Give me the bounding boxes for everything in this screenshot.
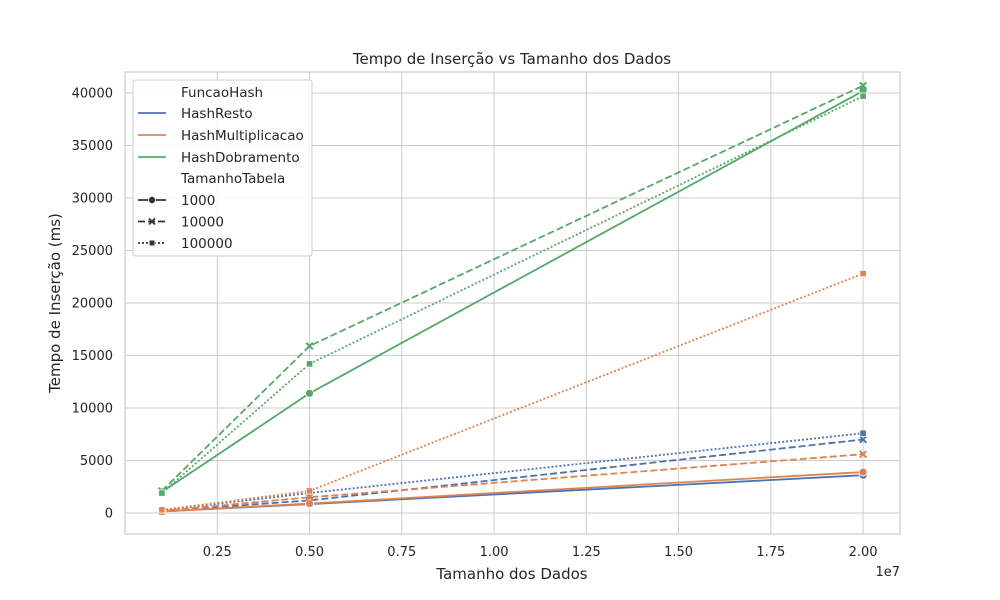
data-point-hashdobramento-1000	[305, 388, 314, 398]
data-point-hashresto-100000	[859, 429, 867, 437]
data-point-hashmultiplicacao-100000	[158, 506, 166, 514]
y-tick-label: 0	[105, 507, 113, 522]
data-point-hashmultiplicacao-100000	[305, 487, 314, 495]
data-point-hashmultiplicacao-100000	[859, 269, 867, 278]
data-point-hashmultiplicacao-1000	[305, 499, 314, 508]
x-tick-label: 1.50	[664, 545, 693, 560]
tick-layer: 0.25 0.50 0.75 1.00 1.25 1.50 1.75 2.00 0 5000 100…	[72, 87, 878, 561]
data-point-hashdobramento-100000	[158, 489, 166, 497]
data-point-hashdobramento-10000	[859, 81, 868, 90]
data-point-hashdobramento-100000	[859, 92, 867, 100]
x-tick-label: 0.25	[203, 545, 232, 560]
data-point-hashmultiplicacao-1000	[858, 467, 868, 477]
y-tick-label: 40000	[72, 87, 113, 102]
legend-box	[132, 79, 313, 257]
legend-style-entries: 1000 10000 100000	[138, 193, 233, 252]
legend-label-style-10000: 10000	[181, 215, 224, 231]
data-point-hashmultiplicacao-10000	[859, 450, 868, 459]
y-axis-title: Tempo de Inserção (ms)	[46, 213, 64, 394]
x-tick-label: 1.25	[572, 545, 601, 560]
legend-label-style-100000: 100000	[181, 236, 233, 252]
x-tick-label: 1.75	[756, 545, 785, 560]
x-tick-label: 0.75	[387, 545, 416, 560]
legend-hue-title: FuncaoHash	[181, 85, 263, 101]
x-axis-offset-label: 1e7	[875, 565, 900, 580]
y-tick-label: 25000	[72, 244, 113, 259]
data-point-hashdobramento-10000	[305, 342, 314, 351]
legend-hue-entries: HashResto HashMultiplicacao HashDobramento	[138, 106, 304, 166]
legend-label-hashmultiplicacao: HashMultiplicacao	[181, 128, 304, 144]
legend-marker-100000	[148, 239, 156, 247]
y-tick-label: 35000	[72, 139, 113, 154]
marker-layer	[157, 81, 868, 516]
y-tick-label: 30000	[72, 192, 113, 207]
data-point-hashdobramento-100000	[305, 360, 314, 368]
legend: FuncaoHash HashRestoHashMultiplicacaoHas…	[132, 79, 313, 257]
x-tick-label: 2.00	[849, 545, 878, 560]
y-tick-label: 20000	[72, 297, 113, 312]
legend-style-title: TamanhoTabela	[180, 171, 285, 187]
legend-label-style-1000: 1000	[181, 193, 215, 209]
legend-label-hashresto: HashResto	[181, 106, 253, 122]
y-tick-label: 15000	[72, 349, 113, 364]
data-point-hashresto-10000	[859, 435, 868, 444]
x-tick-label: 0.50	[295, 545, 324, 560]
legend-label-hashdobramento: HashDobramento	[181, 150, 300, 166]
y-tick-label: 10000	[72, 402, 113, 417]
x-axis-title: Tamanho dos Dados	[435, 565, 587, 583]
chart-title: Tempo de Inserção vs Tamanho dos Dados	[352, 50, 671, 68]
legend-marker-10000	[148, 217, 156, 226]
legend-marker-1000	[147, 195, 156, 204]
data-point-hashmultiplicacao-10000	[305, 493, 314, 502]
x-tick-label: 1.00	[480, 545, 509, 560]
y-tick-label: 5000	[80, 454, 113, 469]
